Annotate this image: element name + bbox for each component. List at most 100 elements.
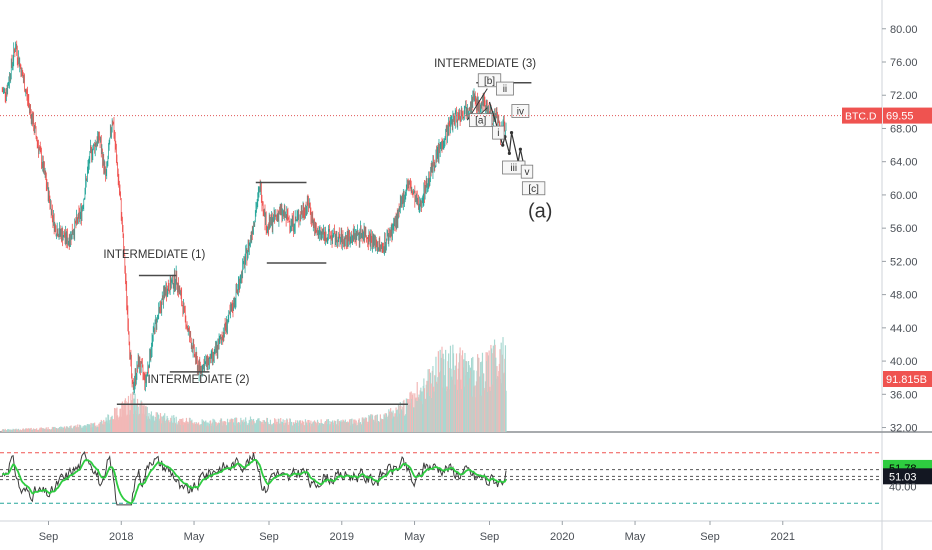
volume-bar (79, 424, 81, 432)
volume-bar (407, 402, 409, 432)
volume-bar (11, 430, 14, 432)
volume-bar (200, 424, 203, 432)
volume-bar (495, 378, 497, 432)
volume-bar (493, 339, 496, 432)
volume-bar (418, 394, 420, 432)
volume-bar (150, 414, 152, 432)
volume-bar (466, 372, 468, 432)
volume-bar (474, 386, 476, 432)
volume-bar (39, 428, 41, 432)
price-tick-label: 48.00 (890, 290, 918, 302)
volume-bar (5, 430, 7, 432)
volume-bar (452, 353, 455, 432)
volume-bar (48, 429, 50, 432)
volume-bar (43, 429, 45, 432)
volume-bar (351, 425, 354, 432)
volume-bar (426, 392, 429, 432)
volume-bar (394, 413, 396, 432)
price-tick-label: 44.00 (890, 323, 918, 335)
volume-bar (136, 414, 138, 432)
volume-bar (392, 410, 394, 432)
volume-bar (83, 427, 85, 432)
volume-bar (10, 429, 12, 432)
volume-bar (435, 381, 438, 432)
volume-bar (296, 423, 298, 432)
volume-bar (261, 421, 263, 432)
volume-bar (264, 423, 266, 432)
volume-bar (217, 422, 220, 432)
volume-bar (87, 424, 90, 432)
volume-bar (88, 424, 90, 432)
volume-bar (318, 423, 320, 432)
volume-bar (489, 390, 491, 432)
volume-bar (280, 418, 282, 432)
volume-bar (480, 362, 482, 432)
volume-bar (277, 424, 279, 432)
volume-bar (208, 426, 210, 432)
volume-bar (17, 428, 20, 432)
volume-bar (71, 428, 73, 432)
volume-bar (339, 421, 342, 432)
volume-bar (209, 420, 211, 432)
volume-bar (286, 419, 288, 432)
volume-bar (207, 422, 209, 432)
volume-bar (399, 413, 401, 432)
volume-bar (377, 421, 379, 432)
rsi-scale-label: 40.00 (889, 481, 917, 493)
volume-bar (322, 425, 324, 432)
volume-bar (168, 420, 170, 432)
volume-bar (124, 398, 127, 432)
volume-bar (154, 420, 156, 432)
volume-bar (431, 370, 433, 432)
volume-bar (297, 420, 299, 432)
volume-bar (310, 424, 313, 432)
volume-bar (379, 421, 381, 432)
volume-bar (429, 372, 432, 432)
volume-bar (272, 423, 275, 432)
volume-bar (355, 420, 357, 432)
volume-bar (239, 424, 241, 432)
volume-bar (112, 419, 114, 432)
volume-bar (327, 419, 329, 432)
volume-bar (98, 426, 101, 432)
volume-bar (198, 425, 200, 432)
volume-bar (336, 419, 339, 432)
volume-bar (357, 422, 359, 432)
volume-bar (355, 423, 357, 432)
wave-label: iv (517, 107, 524, 118)
volume-bar (126, 414, 128, 432)
volume-bar (309, 426, 311, 432)
volume-bar (57, 428, 59, 432)
volume-bar (199, 424, 201, 432)
volume-bar (279, 423, 281, 432)
candles-layer (1, 40, 507, 395)
volume-bar (256, 420, 258, 432)
volume-layer (1, 337, 507, 432)
volume-bar (264, 421, 267, 432)
volume-bar (457, 389, 459, 432)
price-scale[interactable] (882, 0, 932, 550)
volume-bar (413, 407, 415, 432)
volume-bar (148, 413, 150, 432)
volume-bar (458, 362, 460, 432)
volume-bar (483, 373, 485, 432)
volume-bar (116, 407, 118, 432)
volume-bar (338, 425, 340, 432)
volume-bar (341, 422, 343, 432)
volume-bar (195, 422, 197, 432)
volume-bar (416, 400, 418, 432)
wave-label: iii (510, 163, 517, 174)
volume-bar (192, 424, 194, 432)
rsi-value-label: 51.03 (889, 471, 917, 483)
volume-bar (216, 423, 218, 432)
volume-bar (268, 423, 270, 432)
volume-bar (65, 428, 67, 432)
volume-bar (423, 388, 426, 432)
volume-bar (100, 419, 102, 432)
volume-bar (69, 428, 72, 432)
wave-label: ii (503, 84, 507, 95)
volume-bar (376, 422, 378, 432)
volume-bar (8, 429, 11, 432)
volume-bar (251, 419, 253, 432)
